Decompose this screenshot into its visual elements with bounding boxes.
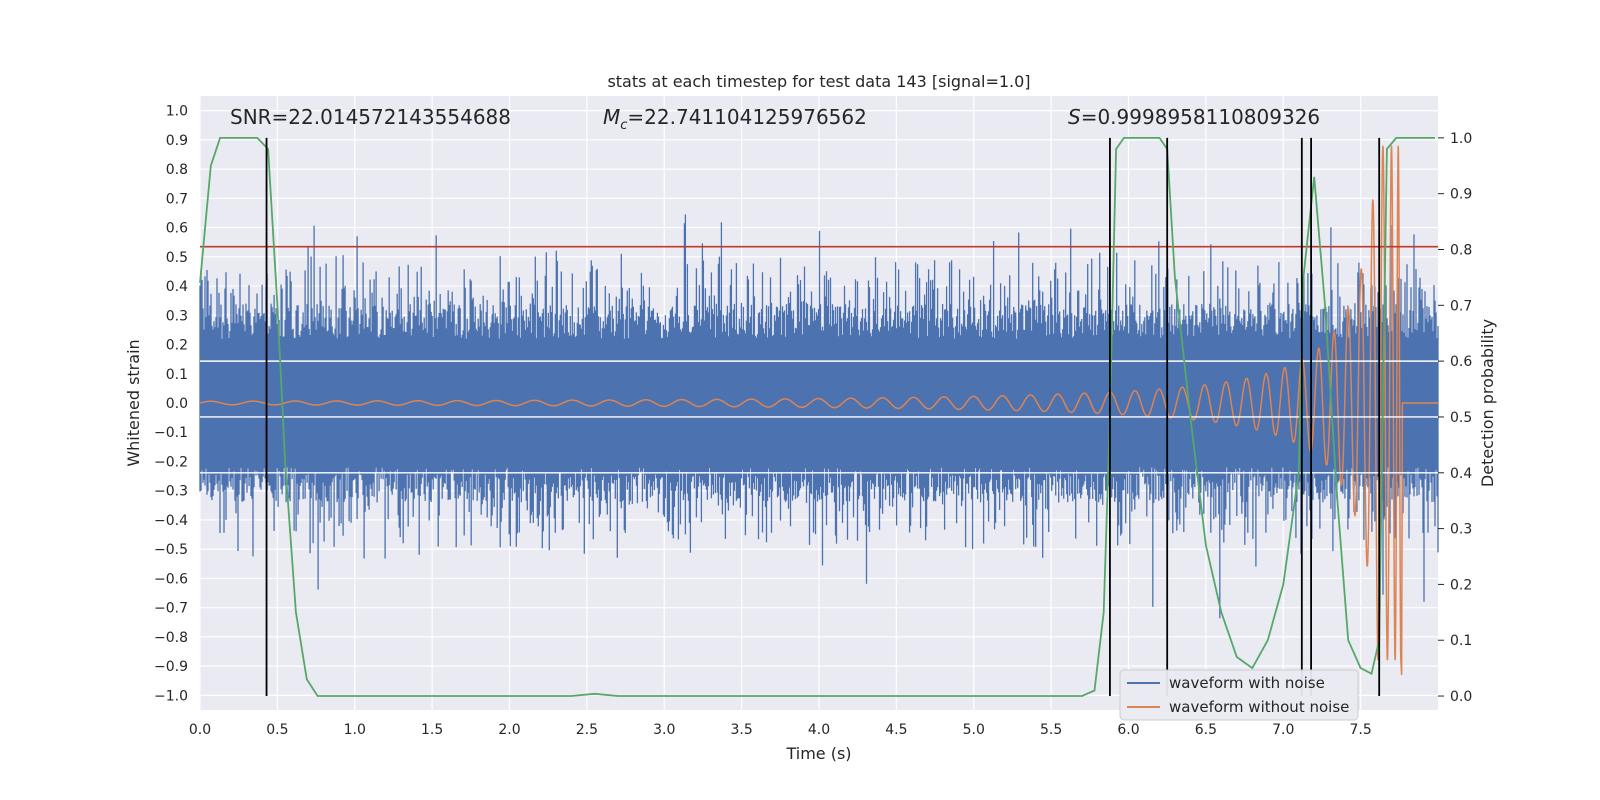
y2-tick-label: 0.7: [1450, 298, 1472, 314]
y-tick-label: 0.1: [166, 367, 188, 383]
chirp-mass-value: =22.741104125976562: [627, 105, 866, 129]
y2-tick-label: 0.9: [1450, 187, 1472, 203]
waveform-with-noise-line: [199, 214, 1439, 619]
reference-lines: [200, 245, 1438, 474]
y2-tick-label: 0.8: [1450, 243, 1472, 259]
y2-tick-label: 0.5: [1450, 410, 1472, 426]
detection-probability-line: [199, 136, 1435, 697]
x-tick-label: 7.5: [1349, 722, 1371, 738]
y-tick-label: 0.8: [166, 162, 188, 178]
x-tick-label: 5.0: [963, 722, 985, 738]
legend-label-noise: waveform with noise: [1169, 674, 1325, 692]
y-tick-label: 1.0: [166, 104, 188, 120]
y-tick-label: −0.9: [154, 659, 188, 675]
waveform-without-noise-line: [199, 145, 1438, 675]
y-tick-label: 0.5: [166, 250, 188, 266]
y2-tick-label: 0.1: [1450, 633, 1472, 649]
y-tick-label: −0.8: [154, 630, 188, 646]
x-axis-label: Time (s): [785, 744, 851, 763]
chirp-mass-subscript: c: [620, 118, 627, 133]
legend: waveform with noise waveform without noi…: [1119, 669, 1359, 721]
y2-tick-label: 0.6: [1450, 354, 1472, 370]
score-value: =0.9998958110809326: [1081, 105, 1320, 129]
waveform-without-noise-series: [199, 145, 1438, 675]
score-annotation: S=0.9998958110809326: [1068, 105, 1320, 129]
detection-probability-series: [199, 136, 1435, 697]
y-tick-label: −1.0: [154, 688, 188, 704]
x-tick-label: 6.0: [1117, 722, 1139, 738]
x-tick-label: 2.0: [498, 722, 520, 738]
y-tick-label: 0.4: [166, 279, 188, 295]
y-tick-label: 0.0: [166, 396, 188, 412]
waveform-with-noise-series: [199, 214, 1439, 619]
y-tick-label: −0.4: [154, 513, 188, 529]
score-symbol: S: [1068, 105, 1081, 129]
chirp-mass-annotation: Mc=22.741104125976562: [603, 105, 867, 133]
x-tick-label: 3.0: [653, 722, 675, 738]
x-tick-label: 7.0: [1272, 722, 1294, 738]
snr-annotation: SNR=22.014572143554688: [230, 105, 511, 129]
legend-box: [1119, 669, 1359, 721]
y-tick-label: 0.6: [166, 221, 188, 237]
y2-tick-label: 0.2: [1450, 577, 1472, 593]
y2-tick-label: 0.4: [1450, 466, 1472, 482]
y-tick-label: −0.6: [154, 571, 188, 587]
y-tick-label: 0.7: [166, 191, 188, 207]
x-tick-label: 5.5: [1040, 722, 1062, 738]
x-tick-label: 1.5: [421, 722, 443, 738]
y-tick-label: −0.1: [154, 425, 188, 441]
y-tick-label: −0.5: [154, 542, 188, 558]
y-tick-label: 0.3: [166, 308, 188, 324]
y-tick-label: −0.7: [154, 601, 188, 617]
x-tick-label: 0.5: [266, 722, 288, 738]
y-axis-label: Whitened strain: [124, 339, 143, 466]
y2-axis-label: Detection probability: [1478, 319, 1497, 487]
tick-labels: 0.0 0.5 1.0 1.5 2.0 2.5 3.0 3.5 4.0 4.5 5.0 5.5 6.0 6…: [154, 104, 1472, 738]
y-tick-label: −0.2: [154, 454, 188, 470]
y2-tick-label: 0.3: [1450, 522, 1472, 538]
chirp-mass-symbol: M: [603, 105, 620, 129]
y2-tick-label: 1.0: [1450, 131, 1472, 147]
y-tick-label: 0.9: [166, 133, 188, 149]
y2-tick-label: 0.0: [1450, 689, 1472, 705]
x-tick-label: 4.5: [885, 722, 907, 738]
y-tick-label: 0.2: [166, 338, 188, 354]
x-tick-label: 4.0: [808, 722, 830, 738]
chart-title: stats at each timestep for test data 143…: [607, 72, 1030, 91]
x-tick-label: 0.0: [189, 722, 211, 738]
x-tick-label: 2.5: [576, 722, 598, 738]
y-tick-label: −0.3: [154, 484, 188, 500]
legend-label-clean: waveform without noise: [1169, 698, 1349, 716]
x-tick-label: 6.5: [1195, 722, 1217, 738]
x-tick-label: 3.5: [730, 722, 752, 738]
detection-markers: [265, 137, 1381, 697]
x-tick-label: 1.0: [344, 722, 366, 738]
